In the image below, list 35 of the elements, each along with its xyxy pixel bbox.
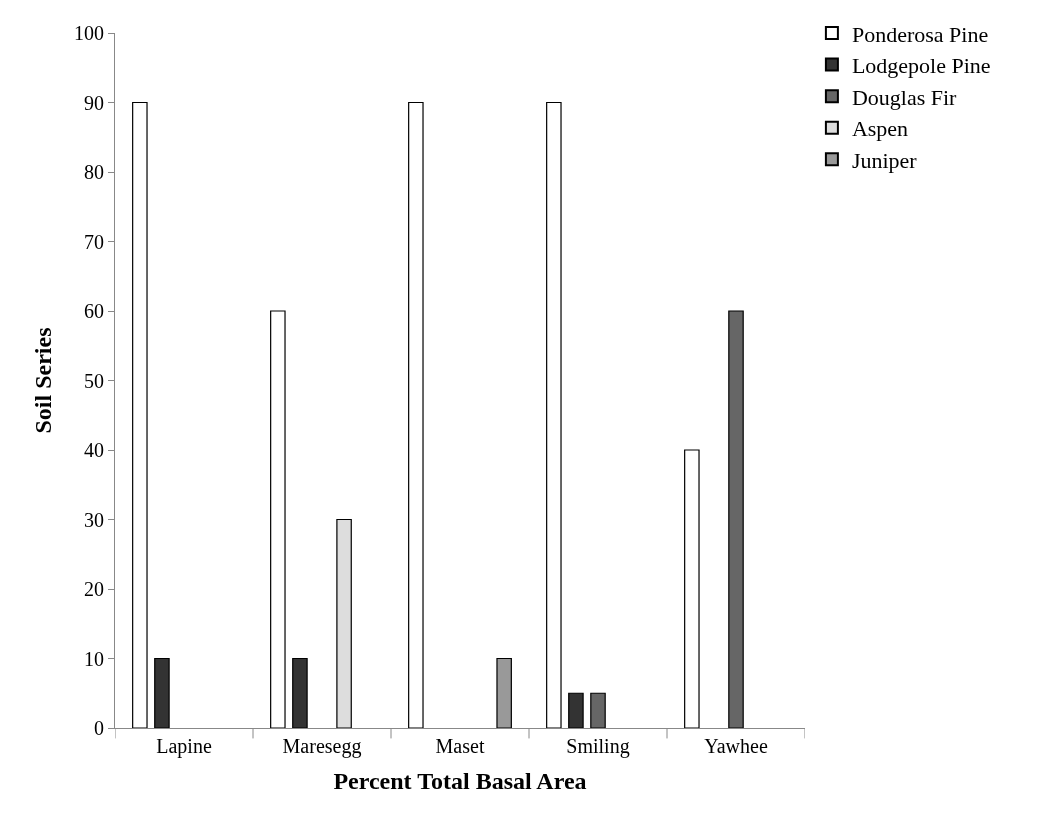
bar	[270, 310, 286, 728]
legend-label: Aspen	[851, 116, 909, 142]
x-axis-title: Percent Total Basal Area	[333, 768, 587, 795]
bar	[292, 657, 308, 728]
legend-label: Juniper	[851, 147, 918, 173]
x-tick-label: Smiling	[566, 735, 630, 758]
bar	[590, 692, 606, 728]
x-tick-label: Lapine	[156, 735, 212, 758]
bar	[568, 692, 584, 728]
x-tick-label: Maresegg	[282, 735, 362, 758]
x-tick-label: Yawhee	[704, 735, 768, 757]
bar	[684, 449, 700, 728]
bar	[154, 657, 170, 728]
bar	[408, 101, 424, 728]
y-tick-label: 90	[84, 91, 104, 114]
y-tick-label: 70	[84, 230, 104, 253]
y-tick-label: 100	[74, 22, 104, 44]
bar	[336, 518, 352, 728]
legend-label: Ponderosa Pine	[851, 21, 989, 47]
y-tick-label: 20	[84, 578, 104, 600]
y-tick-label: 60	[84, 300, 104, 322]
bar	[728, 310, 744, 728]
bar	[546, 101, 562, 728]
y-axis-title: Soil Series	[30, 327, 57, 434]
y-tick-label: 0	[94, 717, 104, 739]
y-tick-label: 40	[84, 439, 104, 461]
legend-label: Lodgepole Pine	[851, 53, 991, 79]
y-tick-label: 50	[84, 369, 104, 392]
legend-label: Douglas Fir	[851, 84, 958, 110]
x-tick-label: Maset	[435, 735, 485, 757]
bar	[132, 101, 148, 728]
y-tick-label: 10	[84, 647, 104, 670]
bar	[496, 657, 512, 728]
y-tick-label: 80	[84, 161, 104, 183]
y-tick-label: 30	[84, 508, 104, 531]
